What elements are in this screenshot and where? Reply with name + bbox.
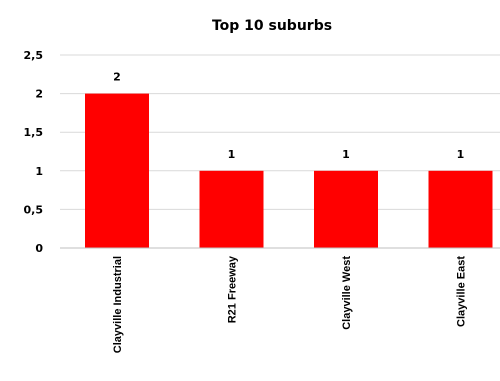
data-label: 2 bbox=[113, 71, 121, 84]
category-label: Clayville Industrial bbox=[112, 256, 124, 353]
bars bbox=[85, 93, 493, 248]
data-label: 1 bbox=[342, 148, 350, 161]
y-axis-ticks: 0 0,5 1 1,5 2 2,5 bbox=[24, 49, 44, 255]
data-labels: 2 1 1 1 bbox=[113, 71, 464, 161]
category-labels: Clayville Industrial R21 Freeway Clayville… bbox=[112, 255, 468, 353]
category-label: R21 Freeway bbox=[227, 255, 239, 323]
bar bbox=[428, 170, 493, 248]
bar bbox=[314, 170, 378, 248]
y-tick-label: 2,5 bbox=[24, 49, 44, 62]
y-tick-label: 2 bbox=[35, 88, 43, 101]
y-tick-label: 1 bbox=[35, 165, 43, 178]
y-tick-label: 1,5 bbox=[24, 126, 44, 139]
y-tick-label: 0 bbox=[35, 242, 43, 255]
category-label: Clayville West bbox=[341, 256, 353, 330]
bar bbox=[85, 93, 149, 248]
category-label: Clayville East bbox=[456, 256, 468, 327]
data-label: 1 bbox=[457, 148, 465, 161]
y-tick-label: 0,5 bbox=[24, 203, 44, 216]
bar bbox=[199, 170, 264, 248]
data-label: 1 bbox=[228, 148, 236, 161]
chart-title: Top 10 suburbs bbox=[212, 18, 332, 34]
